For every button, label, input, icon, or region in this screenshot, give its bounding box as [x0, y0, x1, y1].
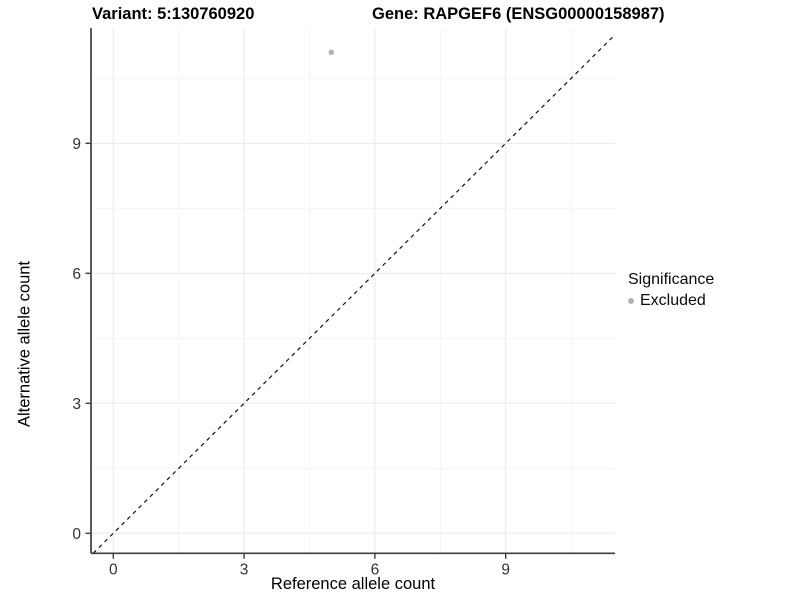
x-axis-title: Reference allele count: [270, 575, 436, 593]
y-tick-label: 0: [72, 526, 81, 543]
x-tick-label: 0: [109, 561, 118, 578]
plot-title-gene: Gene: RAPGEF6 (ENSG00000158987): [372, 5, 665, 23]
y-axis-title: Alternative allele count: [15, 260, 34, 428]
identity-line: [92, 34, 616, 554]
y-tick-label: 3: [72, 396, 81, 413]
x-tick-label: 9: [501, 561, 510, 578]
legend: Significance Excluded: [628, 271, 714, 310]
x-tick-label: 6: [371, 561, 380, 578]
x-tick-label: 3: [240, 561, 249, 578]
legend-point-marker-icon: [628, 298, 634, 304]
data-point: [328, 49, 334, 56]
plot-title-variant: Variant: 5:130760920: [92, 5, 255, 23]
legend-item-excluded: Excluded: [628, 292, 714, 310]
legend-title: Significance: [628, 271, 715, 288]
y-tick-label: 9: [72, 136, 81, 153]
legend-item-label: Excluded: [640, 292, 706, 309]
y-tick-label: 6: [72, 266, 81, 283]
